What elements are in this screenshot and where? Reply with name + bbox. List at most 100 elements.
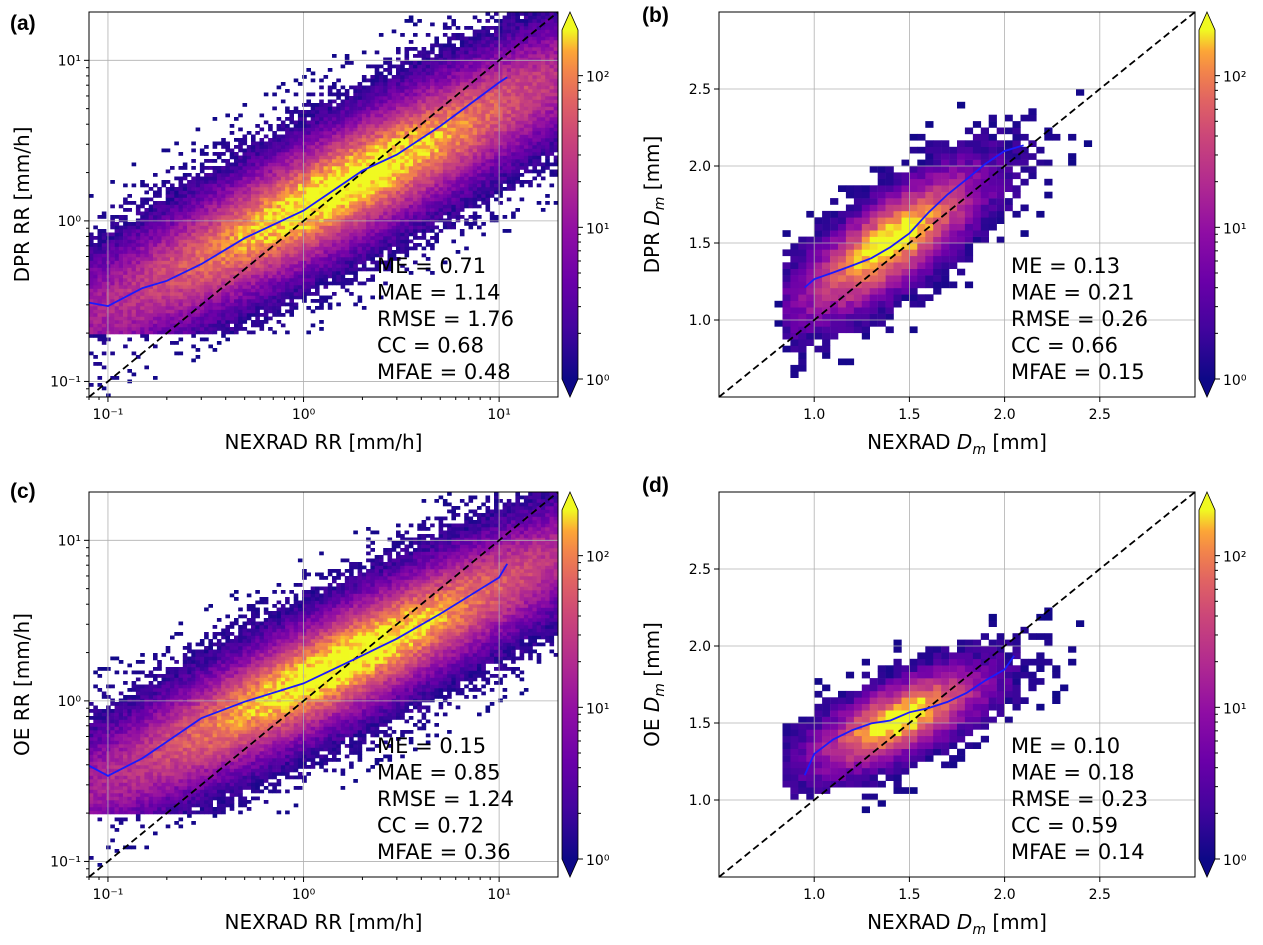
heatmap-cell [391, 243, 397, 247]
heatmap-cell [344, 117, 350, 121]
heatmap-cell [374, 152, 380, 156]
heatmap-cell [144, 236, 149, 240]
heatmap-cell [374, 176, 380, 181]
heatmap-cell [336, 211, 341, 216]
heatmap-cell [187, 225, 192, 230]
heatmap-cell [153, 299, 158, 303]
heatmap-cell [472, 173, 478, 177]
heatmap-cell [400, 239, 405, 244]
heatmap-cell [178, 176, 184, 181]
heatmap-cell [485, 75, 491, 79]
heatmap-cell [285, 162, 290, 167]
heatmap-cell [391, 106, 397, 111]
heatmap-cell [319, 145, 324, 149]
heatmap-cell [285, 127, 290, 132]
heatmap-cell [255, 215, 260, 219]
heatmap-cell [344, 215, 350, 219]
heatmap-cell [93, 271, 98, 275]
heatmap-cell [451, 183, 456, 188]
heatmap-cell [472, 211, 478, 216]
heatmap-cell [140, 211, 145, 216]
heatmap-cell [434, 110, 439, 114]
heatmap-cell [430, 155, 435, 160]
heatmap-cell [421, 124, 427, 128]
heatmap-cell [187, 271, 192, 275]
heatmap-cell [413, 152, 418, 156]
heatmap-cell [353, 302, 358, 307]
heatmap-cell [302, 257, 307, 261]
heatmap-cell [272, 278, 277, 282]
heatmap-cell [327, 131, 333, 135]
heatmap-cell [187, 218, 192, 223]
heatmap-cell [361, 89, 367, 93]
heatmap-cell [204, 229, 209, 233]
heatmap-cell [413, 92, 418, 97]
heatmap-cell [135, 313, 141, 317]
heatmap-cell [255, 232, 260, 237]
heatmap-cell [178, 239, 184, 244]
heatmap-cell [340, 285, 346, 289]
heatmap-cell [327, 183, 333, 188]
heatmap-cell [221, 159, 226, 163]
heatmap-cell [378, 33, 384, 37]
heatmap-cell [353, 145, 358, 149]
heatmap-cell [293, 218, 299, 223]
heatmap-cell [221, 243, 226, 247]
heatmap-cell [472, 180, 478, 184]
heatmap-cell [221, 260, 226, 265]
heatmap-cell [165, 281, 171, 286]
heatmap-cell [498, 113, 503, 118]
heatmap-cell [319, 120, 324, 125]
heatmap-cell [221, 320, 226, 324]
heatmap-cell [97, 376, 103, 380]
heatmap-cell [229, 190, 235, 195]
heatmap-cell [246, 201, 252, 205]
heatmap-cell [225, 253, 230, 258]
heatmap-cell [225, 215, 230, 219]
heatmap-cell [387, 218, 393, 223]
heatmap-cell [477, 197, 482, 202]
heatmap-cell [310, 183, 316, 188]
heatmap-cell [378, 173, 384, 177]
heatmap-cell [442, 134, 448, 139]
heatmap-cell [455, 57, 461, 62]
heatmap-cell [489, 40, 495, 44]
heatmap-cell [204, 218, 209, 223]
heatmap-cell [225, 239, 230, 244]
heatmap-cell [366, 138, 371, 142]
heatmap-cell [165, 260, 171, 265]
heatmap-cell [327, 117, 333, 121]
heatmap-cell [140, 278, 145, 282]
heatmap-cell [114, 243, 120, 247]
heatmap-cell [216, 323, 222, 328]
heatmap-cell [280, 253, 286, 258]
heatmap-cell [404, 120, 410, 125]
heatmap-cell [255, 183, 260, 188]
heatmap-cell [251, 229, 256, 233]
heatmap-cell [323, 110, 329, 114]
heatmap-cell [391, 194, 397, 198]
heatmap-cell [93, 299, 98, 303]
heatmap-cell [494, 138, 499, 142]
heatmap-cell [468, 50, 474, 55]
heatmap-cell [408, 134, 414, 139]
heatmap-cell [391, 225, 397, 230]
heatmap-cell [135, 302, 141, 307]
heatmap-cell [259, 204, 265, 209]
heatmap-cell [421, 246, 427, 251]
heatmap-cell [178, 267, 184, 272]
heatmap-cell [238, 208, 243, 212]
heatmap-cell [238, 173, 243, 177]
heatmap-cell [191, 194, 196, 198]
heatmap-cell [340, 271, 346, 275]
heatmap-cell [272, 106, 277, 111]
heatmap-cell [408, 208, 414, 212]
heatmap-cell [199, 274, 205, 279]
heatmap-cell [178, 257, 184, 261]
heatmap-cell [272, 180, 277, 184]
heatmap-cell [306, 208, 311, 212]
heatmap-cell [319, 208, 324, 212]
heatmap-cell [234, 229, 239, 233]
heatmap-cell [468, 138, 474, 142]
heatmap-cell [234, 155, 239, 160]
